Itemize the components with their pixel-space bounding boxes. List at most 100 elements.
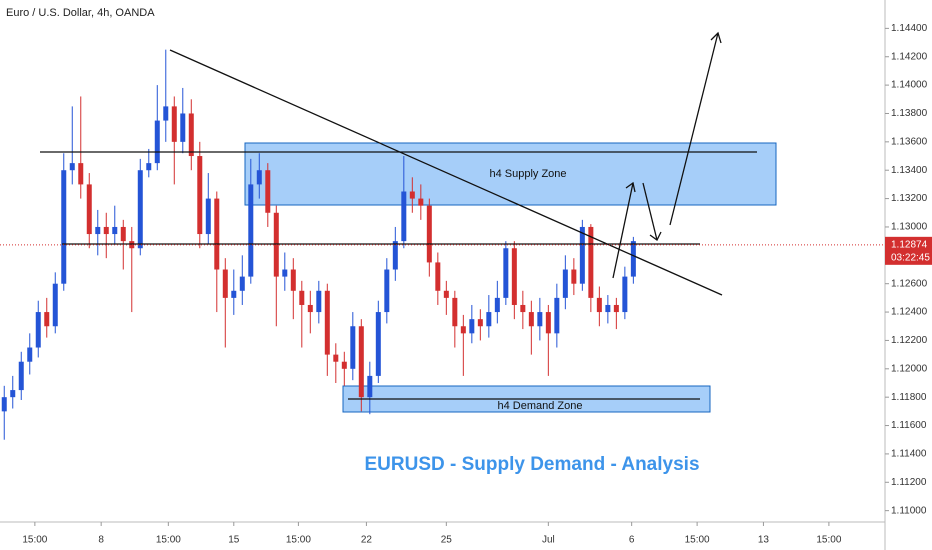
candle-body [137,170,143,249]
candle-body [367,375,373,398]
candle-body [375,312,381,376]
candle-body [409,191,415,199]
arrow-head [649,231,662,241]
candle-body [596,297,602,313]
candle-body [239,276,245,291]
candle-body [171,106,177,142]
candle-body [299,290,305,305]
candle-body [290,269,296,291]
x-tick-label: 13 [758,535,770,546]
y-tick-label: 1.11000 [891,505,927,516]
y-tick-label: 1.11200 [891,477,927,488]
candle-body [392,241,398,270]
x-tick-label: 15:00 [286,535,311,546]
candle-body [613,304,619,313]
candle-body [469,319,475,334]
x-tick-label: 25 [441,535,453,546]
candle-body [520,304,526,313]
trend-line [169,49,723,296]
supply-label: h4 Supply Zone [489,168,566,180]
x-tick-label: 15:00 [156,535,181,546]
candle-body [333,354,339,362]
candle-body [231,290,237,298]
candle-body [418,198,424,206]
candle-body [494,297,500,313]
candle-body [35,312,41,348]
y-tick-label: 1.11600 [891,420,927,431]
candle-body [545,312,551,334]
y-tick-label: 1.13800 [891,108,928,119]
candle-body [630,241,636,277]
candle-body [282,269,288,277]
candle-body [316,290,322,313]
candle-body [588,226,594,298]
candle-body [579,226,585,284]
candle-body [426,205,432,263]
candle-body [511,248,517,305]
candle-body [197,156,203,235]
candle-body [443,290,449,298]
candle-body [1,397,7,412]
candle-body [307,304,313,313]
y-tick-label: 1.14000 [891,80,928,91]
candle-body [452,297,458,327]
candle-body [528,312,534,327]
chart-header: Euro / U.S. Dollar, 4h, OANDA [6,7,155,19]
candle-body [477,319,483,327]
candle-body [562,269,568,298]
candle-body [341,361,347,369]
candle-body [146,163,152,171]
candle-body [537,312,543,327]
candle-body [222,269,228,298]
candle-body [69,163,75,171]
candle-body [10,390,16,398]
candle-body [78,163,84,185]
candle-body [120,226,126,242]
candle-body [401,191,407,242]
candle-body [460,326,466,334]
candle-body [18,361,24,391]
candle-body [86,184,92,235]
x-tick-label: 8 [98,535,104,546]
y-tick-label: 1.13600 [891,136,928,147]
arrow-head [710,31,722,44]
candle-body [27,347,33,362]
candle-body [129,241,135,249]
y-tick-label: 1.14400 [891,23,928,34]
y-tick-label: 1.12000 [891,363,928,374]
candle-body [486,312,492,327]
x-tick-label: 22 [361,535,373,546]
candle-body [503,248,509,298]
y-tick-label: 1.13000 [891,222,928,233]
candle-body [554,297,560,334]
x-tick-label: 15:00 [816,535,841,546]
candle-body [265,170,271,213]
candle-body [163,106,169,121]
candle-body [188,113,194,157]
candle-body [435,262,441,291]
drawings [40,31,757,400]
candle-body [214,198,220,270]
x-tick-label: Jul [542,535,555,546]
candle-body [103,226,109,235]
x-tick-label: 6 [629,535,635,546]
y-tick-label: 1.11400 [891,449,927,460]
countdown-label: 03:22:45 [891,252,930,263]
candle-body [256,170,262,185]
y-tick-label: 1.12600 [891,278,928,289]
y-tick-label: 1.13400 [891,165,928,176]
candle-body [205,198,211,235]
chart-title: EURUSD - Supply Demand - Analysis [364,454,699,475]
x-tick-label: 15:00 [22,535,47,546]
y-tick-label: 1.13200 [891,193,928,204]
x-tick-label: 15 [228,535,240,546]
candle-body [52,283,58,327]
arrow [669,32,719,226]
y-tick-label: 1.14200 [891,51,928,62]
candle-body [605,304,611,313]
demand-label: h4 Demand Zone [498,400,583,412]
y-tick-label: 1.12200 [891,335,928,346]
arrow [612,182,634,279]
